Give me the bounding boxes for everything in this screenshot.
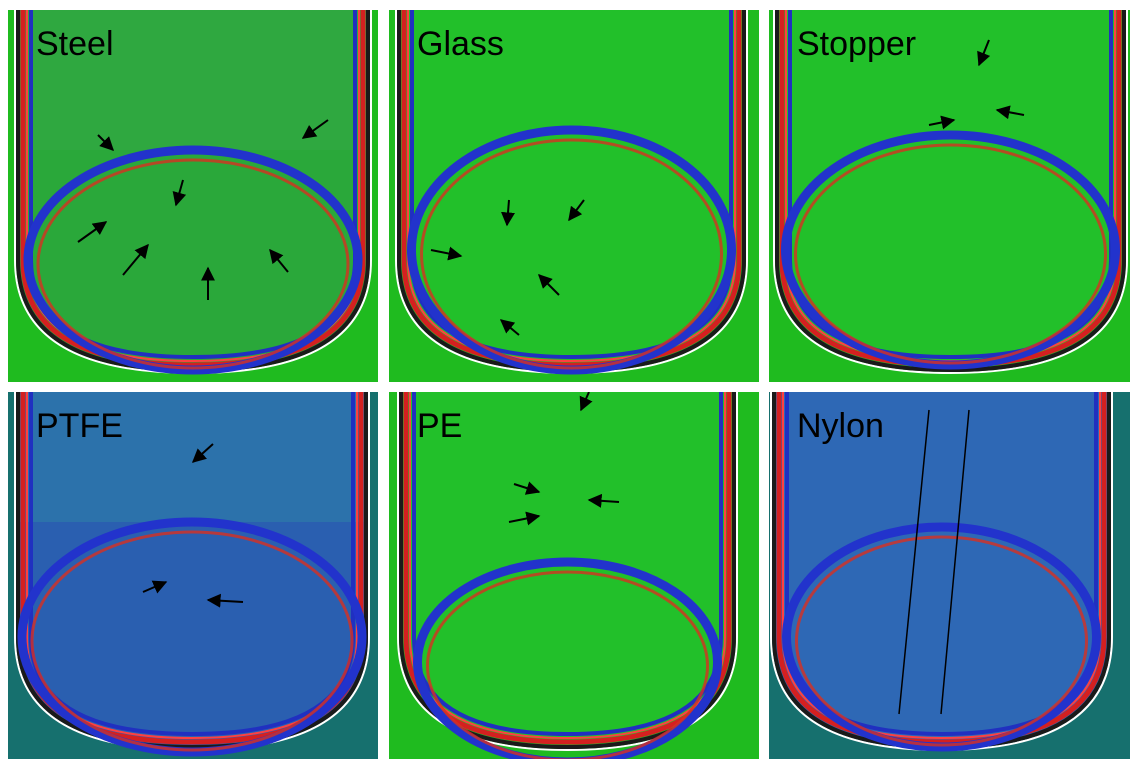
panel-label: Stopper: [797, 25, 916, 63]
panel-label: Steel: [36, 25, 114, 63]
panel: PTFE: [8, 387, 378, 759]
panel: Glass: [389, 5, 759, 382]
panel: Nylon: [769, 387, 1130, 759]
panel-label: Nylon: [797, 407, 884, 445]
panel: Steel: [8, 5, 378, 382]
panel-label: PE: [417, 407, 462, 445]
panel: PE: [389, 387, 759, 759]
panel: Stopper: [769, 5, 1130, 382]
panel-label: PTFE: [36, 407, 123, 445]
panel-label: Glass: [417, 25, 504, 63]
figure: Steel Glass Stopper PTFE PE Nylon: [0, 0, 1130, 759]
